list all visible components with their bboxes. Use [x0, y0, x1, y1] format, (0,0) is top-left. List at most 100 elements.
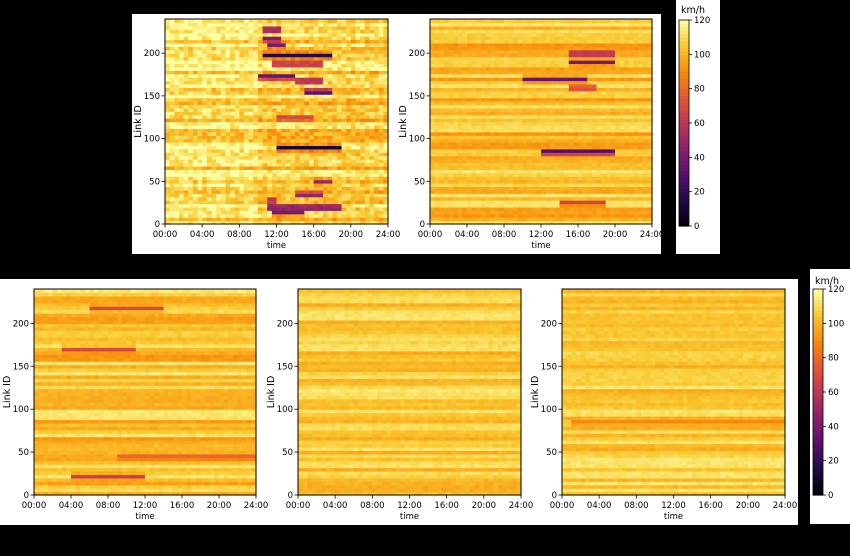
heatmap-cell — [568, 183, 574, 188]
heatmap-cell — [206, 179, 213, 184]
heatmap-cell — [346, 114, 352, 119]
heatmap-cell — [169, 80, 175, 85]
heatmap-cell — [230, 49, 236, 54]
heatmap-cell — [564, 200, 570, 205]
heatmap-cell — [174, 138, 180, 143]
heatmap-cell — [480, 87, 487, 92]
heatmap-cell — [453, 162, 459, 167]
heatmap-cell — [462, 189, 468, 194]
heatmap-cell — [448, 135, 454, 140]
heatmap-cell — [313, 80, 319, 85]
heatmap-cell — [346, 162, 352, 167]
heatmap-cell — [225, 39, 231, 44]
heatmap-cell — [299, 183, 305, 188]
heatmap-cell — [262, 29, 268, 34]
heatmap-cell — [253, 114, 259, 119]
heatmap-cell — [197, 128, 203, 133]
heatmap-cell — [550, 217, 556, 222]
heatmap-cell — [568, 118, 574, 123]
heatmap-cell — [541, 87, 547, 92]
heatmap-cell — [587, 189, 593, 194]
heatmap-cell — [374, 131, 380, 136]
heatmap-cell — [225, 97, 231, 102]
heatmap-cell — [624, 114, 630, 119]
heatmap-cell — [295, 220, 301, 225]
heatmap-cell — [578, 121, 584, 126]
heatmap-cell — [578, 142, 584, 147]
heatmap-cell — [285, 203, 292, 208]
heatmap-cell — [178, 104, 185, 109]
heatmap-cell — [197, 217, 203, 222]
heatmap-cell — [494, 101, 500, 106]
heatmap-cell — [453, 148, 459, 153]
heatmap-cell — [281, 25, 287, 30]
heatmap-cell — [243, 179, 250, 184]
heatmap-cell — [601, 220, 607, 225]
heatmap-cell — [188, 114, 194, 119]
heatmap-cell — [582, 87, 588, 92]
heatmap-cell — [559, 97, 565, 102]
heatmap-cell — [304, 138, 310, 143]
heatmap-cell — [633, 107, 639, 112]
heatmap-cell — [545, 97, 551, 102]
heatmap-cell — [536, 148, 542, 153]
heatmap-cell — [485, 196, 491, 201]
heatmap-cell — [504, 165, 510, 170]
heatmap-cell — [605, 179, 611, 184]
heatmap-cell — [615, 210, 621, 215]
heatmap-cell — [309, 183, 315, 188]
heatmap-cell — [374, 60, 380, 65]
heatmap-cell — [355, 46, 361, 51]
heatmap-cell — [220, 101, 226, 106]
heatmap-cell — [304, 189, 310, 194]
heatmap-cell — [531, 104, 537, 109]
heatmap-cell — [490, 210, 496, 215]
x-axis-label: time — [267, 241, 286, 251]
heatmap-cell — [638, 135, 644, 140]
heatmap-cell — [462, 124, 468, 129]
heatmap-cell — [531, 200, 537, 205]
heatmap-cell — [619, 145, 625, 150]
heatmap-cell — [327, 217, 333, 222]
heatmap-cell — [638, 87, 644, 92]
heatmap-cell — [439, 169, 445, 174]
heatmap-cell — [364, 90, 371, 95]
heatmap-cell — [206, 39, 213, 44]
heatmap-cell — [605, 118, 611, 123]
heatmap-cell — [522, 213, 528, 218]
heatmap-cell — [257, 121, 264, 126]
heatmap-cell — [309, 111, 315, 116]
heatmap-cell — [448, 169, 454, 174]
heatmap-cell — [605, 97, 611, 102]
heatmap-cell — [541, 94, 547, 99]
heatmap-cell — [582, 142, 588, 147]
heatmap-cell — [642, 200, 648, 205]
heatmap-cell — [374, 53, 380, 58]
heatmap-cell — [467, 217, 473, 222]
heatmap-cell — [165, 46, 171, 51]
heatmap-cell — [178, 73, 185, 78]
heatmap-cell — [504, 135, 510, 140]
heatmap-cell — [355, 135, 361, 140]
heatmap-cell — [174, 36, 180, 41]
heatmap-cell — [332, 193, 338, 198]
heatmap-cell — [582, 155, 588, 160]
heatmap-cell — [341, 53, 347, 58]
heatmap-cell — [271, 217, 278, 222]
heatmap-cell — [453, 107, 459, 112]
heatmap-cell — [378, 124, 384, 129]
heatmap-cell — [430, 203, 436, 208]
heatmap-cell — [309, 131, 315, 136]
heatmap-cell — [192, 138, 199, 143]
heatmap-cell — [206, 145, 213, 150]
heatmap-cell — [257, 70, 264, 75]
heatmap-cell — [211, 152, 217, 157]
heatmap-cell — [513, 111, 519, 116]
heatmap-cell — [267, 97, 273, 102]
heatmap-cell — [564, 80, 570, 85]
heatmap-cell — [281, 49, 287, 54]
heatmap-cell — [299, 203, 305, 208]
heatmap-cell — [206, 200, 213, 205]
heatmap-cell — [290, 60, 296, 65]
heatmap-cell — [568, 186, 574, 191]
